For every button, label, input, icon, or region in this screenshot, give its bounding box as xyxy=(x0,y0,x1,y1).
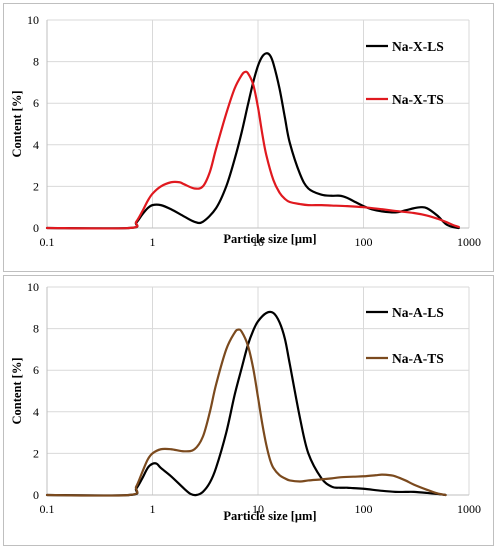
series-line-na-a-ls xyxy=(45,310,447,497)
y-axis-title: Content [%] xyxy=(10,357,24,424)
x-tick-label: 1 xyxy=(150,235,156,249)
x-tick-label: 1000 xyxy=(457,235,481,249)
x-tick-label: 0.1 xyxy=(40,235,55,249)
y-tick-label: 0 xyxy=(33,221,39,235)
series-line-na-a-ts xyxy=(45,328,447,497)
x-tick-label: 10 xyxy=(252,235,264,249)
series-line-na-x-ts xyxy=(45,70,460,230)
panel-top-border xyxy=(3,3,494,272)
y-tick-label: 2 xyxy=(33,179,39,193)
y-axis-title: Content [%] xyxy=(10,90,24,157)
panel-bottom-border xyxy=(3,275,494,546)
y-tick-label: 4 xyxy=(33,405,39,419)
y-tick-label: 0 xyxy=(33,488,39,502)
x-tick-label: 1000 xyxy=(457,502,481,516)
legend-label: Na-A-LS xyxy=(392,305,444,320)
y-tick-label: 10 xyxy=(27,13,39,27)
y-tick-label: 8 xyxy=(33,322,39,336)
y-tick-label: 10 xyxy=(27,280,39,294)
x-tick-label: 10 xyxy=(252,502,264,516)
y-tick-label: 2 xyxy=(33,446,39,460)
x-axis-title: Particle size [μm] xyxy=(223,232,316,246)
legend-label: Na-X-TS xyxy=(392,92,444,107)
x-tick-label: 100 xyxy=(355,502,373,516)
x-tick-label: 0.1 xyxy=(40,502,55,516)
y-tick-label: 6 xyxy=(33,96,39,110)
x-axis-title: Particle size [μm] xyxy=(223,509,316,523)
x-tick-label: 1 xyxy=(150,502,156,516)
x-tick-label: 100 xyxy=(355,235,373,249)
y-tick-label: 6 xyxy=(33,363,39,377)
legend-label: Na-A-TS xyxy=(392,351,444,366)
legend-label: Na-X-LS xyxy=(392,39,444,54)
series-line-na-x-ls xyxy=(45,52,460,230)
y-tick-label: 8 xyxy=(33,55,39,69)
y-tick-label: 4 xyxy=(33,138,39,152)
